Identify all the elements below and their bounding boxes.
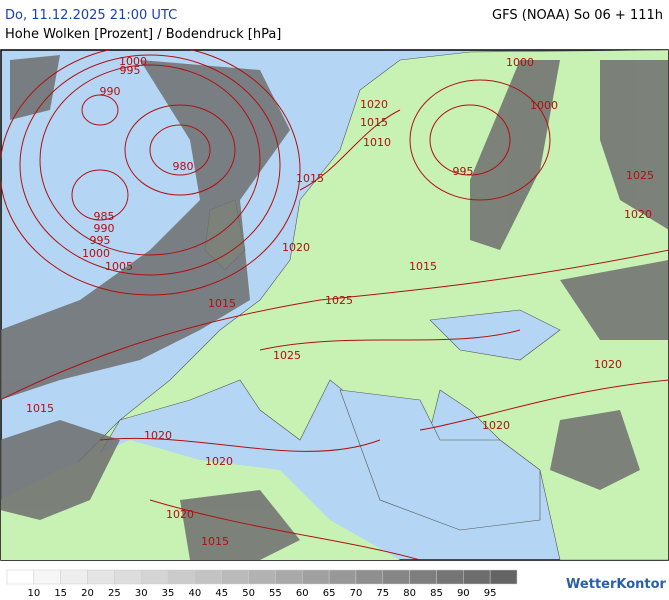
isobar-label: 1005 [105, 260, 133, 273]
isobar-label: 995 [453, 165, 474, 178]
isobar-label: 1025 [273, 349, 301, 362]
isobar-label: 1020 [482, 419, 510, 432]
legend-tick: 60 [296, 588, 309, 599]
model: GFS (NOAA) So 06 + 111h [492, 8, 663, 23]
legend-tick: 70 [350, 588, 363, 599]
legend-tick: 25 [108, 588, 121, 599]
isobar-label: 1020 [594, 358, 622, 371]
legend: 10 15 20 25 30 35 40 45 50 55 60 65 70 75 80 85 90 95 [6, 569, 518, 599]
isobar-label: 990 [100, 85, 121, 98]
legend-swatch [33, 569, 61, 585]
isobar-label: 1020 [282, 241, 310, 254]
isobar-label: 1000 [530, 99, 558, 112]
legend-swatch [463, 569, 491, 585]
legend-swatch [302, 569, 330, 585]
isobar-label: 1015 [409, 260, 437, 273]
legend-tick: 55 [269, 588, 282, 599]
isobar-labels: 1000995990980985990995100010051015102010… [26, 55, 654, 548]
subtitle: Hohe Wolken [Prozent] / Bodendruck [hPa] [5, 27, 281, 42]
legend-tick: 85 [430, 588, 443, 599]
legend-swatch [489, 569, 518, 585]
legend-tick: 45 [215, 588, 228, 599]
legend-swatch [6, 569, 35, 585]
legend-swatch [382, 569, 410, 585]
map [0, 49, 669, 561]
isobar-label: 1025 [626, 169, 654, 182]
legend-swatch [194, 569, 222, 585]
isobar-label: 1020 [624, 208, 652, 221]
legend-swatch [167, 569, 196, 585]
isobar-label: 1000 [119, 55, 147, 68]
legend-swatch [87, 569, 115, 585]
legend-tick: 35 [162, 588, 175, 599]
legend-swatch [275, 569, 303, 585]
date: Do, 11.12.2025 21:00 UTC [5, 8, 177, 23]
isobar-label: 980 [173, 160, 194, 173]
isobar-label: 990 [94, 222, 115, 235]
legend-tick: 20 [81, 588, 94, 599]
isobar-label: 1015 [360, 116, 388, 129]
isobar-label: 985 [94, 210, 115, 223]
isobar-label: 1015 [201, 535, 229, 548]
legend-tick: 65 [323, 588, 336, 599]
legend-swatch [140, 569, 169, 585]
legend-tick: 15 [54, 588, 67, 599]
isobar-label: 1000 [82, 247, 110, 260]
legend-swatch [221, 569, 249, 585]
isobar-label: 1015 [296, 172, 324, 185]
legend-tick: 80 [403, 588, 416, 599]
isobar-label: 1015 [26, 402, 54, 415]
isobar-label: 1020 [166, 508, 194, 521]
legend-swatch [60, 569, 88, 585]
legend-tick: 40 [189, 588, 202, 599]
isobar-label: 1010 [363, 136, 391, 149]
legend-tick: 90 [457, 588, 470, 599]
isobar-label: 1015 [208, 297, 236, 310]
brand: WetterKontor [566, 577, 667, 592]
legend-swatch [436, 569, 464, 585]
isobar-label: 1020 [205, 455, 233, 468]
legend-swatch [355, 569, 384, 585]
isobar-label: 995 [120, 64, 141, 77]
legend-swatch [248, 569, 276, 585]
legend-swatch [409, 569, 437, 585]
legend-tick: 75 [376, 588, 389, 599]
legend-tick: 10 [27, 588, 40, 599]
legend-swatch [328, 569, 357, 585]
legend-tick: 30 [135, 588, 148, 599]
isobar-label: 1000 [506, 56, 534, 69]
legend-swatch [114, 569, 142, 585]
legend-tick: 50 [242, 588, 255, 599]
isobar-label: 995 [90, 234, 111, 247]
isobar-label: 1020 [144, 429, 172, 442]
isobar-label: 1020 [360, 98, 388, 111]
legend-tick: 95 [484, 588, 497, 599]
isobar-label: 1025 [325, 294, 353, 307]
